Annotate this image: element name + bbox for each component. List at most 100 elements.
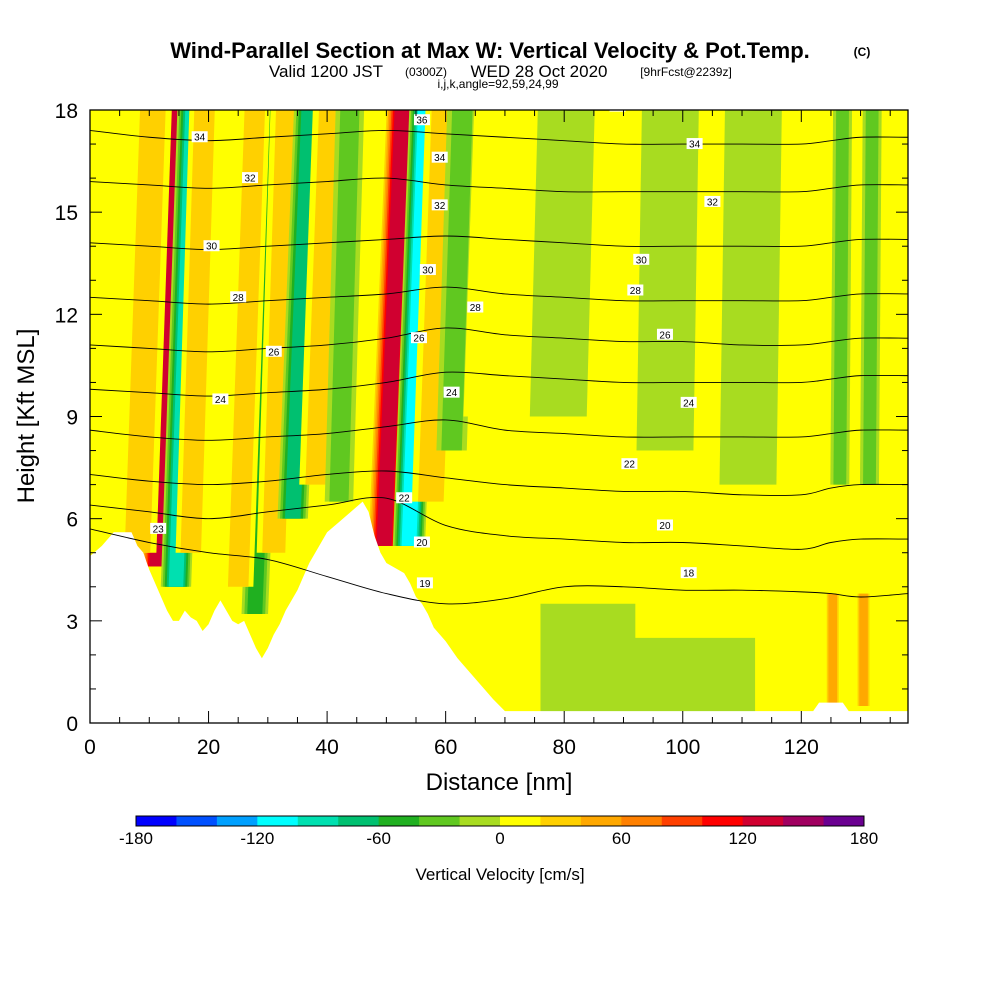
w-feature-17 [719, 110, 782, 485]
w-feature-23 [622, 637, 756, 713]
contour-label: 32 [431, 199, 448, 212]
x-tick-label: 0 [84, 736, 96, 759]
contour-label-text: 26 [413, 334, 425, 345]
contour-label: 23 [150, 522, 167, 535]
w-shell [124, 110, 166, 553]
contour-label: 32 [242, 172, 259, 185]
contour-label-text: 23 [153, 524, 165, 535]
contour-label-text: 18 [683, 569, 695, 580]
contour-label-text: 20 [416, 538, 428, 549]
theta-contour-30 [90, 286, 908, 305]
contour-label: 24 [680, 396, 697, 409]
contour-labels: 18 19 20 20 22 22 23 24 24 24 26 26 26 28 28 28 30 30 30 32… [150, 84, 721, 590]
contour-label-text: 30 [206, 242, 218, 253]
terrain-profile [90, 501, 908, 723]
y-tick-label: 0 [66, 713, 78, 736]
contour-label: 18 [680, 567, 697, 580]
x-axis-title: Distance [nm] [426, 769, 573, 796]
w-feature-5 [223, 110, 270, 587]
w-shell [859, 593, 868, 706]
contour-label: 36 [609, 110, 626, 113]
contour-label-text: 19 [419, 579, 431, 590]
contour-label-text: 20 [659, 521, 671, 532]
contour-label-text: 34 [194, 133, 206, 144]
colorbar-tick-label: 180 [850, 829, 878, 848]
contour-label-text: 28 [630, 286, 642, 297]
colorbar-swatch [823, 816, 865, 826]
colorbar-tick-label: -120 [240, 829, 274, 848]
theta-contour-18 [90, 528, 908, 605]
colorbar-swatch [136, 816, 177, 826]
y-tick-label: 18 [55, 100, 78, 123]
contour-label: 26 [265, 345, 282, 358]
contour-label-text: 34 [434, 153, 446, 164]
colorbar-swatch [742, 816, 784, 826]
colorbar-tick-label: 120 [728, 829, 756, 848]
valid-date-label: WED 28 Oct 2020 [470, 62, 607, 81]
w-feature-20 [830, 110, 853, 485]
w-feature-22 [540, 603, 636, 713]
terrain-mask [90, 501, 908, 723]
theta-contour-20 [90, 497, 908, 550]
forecast-label: [9hrFcst@2239z] [640, 65, 732, 79]
colorbar-swatch [257, 816, 299, 826]
colorbar-swatch [338, 816, 380, 826]
colorbar-swatch [459, 816, 501, 826]
contour-label-text: 26 [268, 347, 280, 358]
w-shell [441, 110, 473, 451]
contour-label-text: 24 [683, 398, 695, 409]
x-tick-label: 100 [665, 736, 700, 759]
contour-label-text: 22 [399, 494, 411, 505]
contour-label-text: 32 [707, 197, 719, 208]
colorbar-swatch [783, 816, 825, 826]
contour-label: 24 [212, 393, 229, 406]
colorbar-swatch [540, 816, 582, 826]
w-feature-19 [855, 593, 872, 706]
x-tick-label: 40 [315, 736, 338, 759]
contour-label-text: 28 [470, 303, 482, 314]
contour-label: 30 [203, 240, 220, 253]
w-shell [863, 110, 879, 485]
contour-label: 24 [443, 386, 460, 399]
theta-contour-38 [552, 110, 809, 111]
w-feature-9 [324, 110, 365, 502]
contour-label: 20 [656, 519, 673, 532]
contour-label: 28 [230, 291, 247, 304]
colorbar-swatch [661, 816, 703, 826]
x-tick-label: 120 [784, 736, 819, 759]
contour-label-text: 34 [689, 140, 701, 151]
w-shell [540, 603, 636, 713]
colorbar-swatch [297, 816, 339, 826]
contour-label: 30 [633, 253, 650, 266]
chart-title: Wind-Parallel Section at Max W: Vertical… [170, 38, 810, 63]
w-shell [529, 110, 595, 417]
x-tick-label: 80 [553, 736, 576, 759]
colorbar-tick-label: -180 [119, 829, 153, 848]
theta-contour-34 [90, 177, 908, 193]
w-feature-1 [118, 110, 172, 553]
contour-label-text: 32 [434, 201, 446, 212]
contour-label: 34 [431, 151, 448, 164]
copyright-mark: (C) [854, 45, 871, 59]
colorbar-swatch [621, 816, 663, 826]
w-feature-16 [636, 110, 699, 451]
contour-label: 26 [656, 328, 673, 341]
valid-utc-label: (0300Z) [405, 65, 447, 79]
contour-label-text: 38 [630, 85, 642, 96]
contour-label-text: 24 [446, 388, 458, 399]
w-shell [636, 110, 699, 451]
theta-contour-32 [90, 235, 908, 251]
plot-area: 18 19 20 20 22 22 23 24 24 24 26 26 26 28 28 28 30 30 30 32… [90, 84, 908, 723]
w-feature-15 [529, 110, 595, 417]
w-shell [180, 110, 215, 553]
contour-label: 22 [621, 458, 638, 471]
colorbar-swatch [419, 816, 461, 826]
contour-label: 30 [419, 264, 436, 277]
w-shell [227, 110, 266, 587]
contour-label: 36 [204, 84, 220, 97]
w-feature-3 [175, 110, 220, 553]
colorbar-swatch [580, 816, 622, 826]
theta-contour-26 [90, 371, 908, 397]
colorbar-tick-label: 0 [495, 829, 504, 848]
